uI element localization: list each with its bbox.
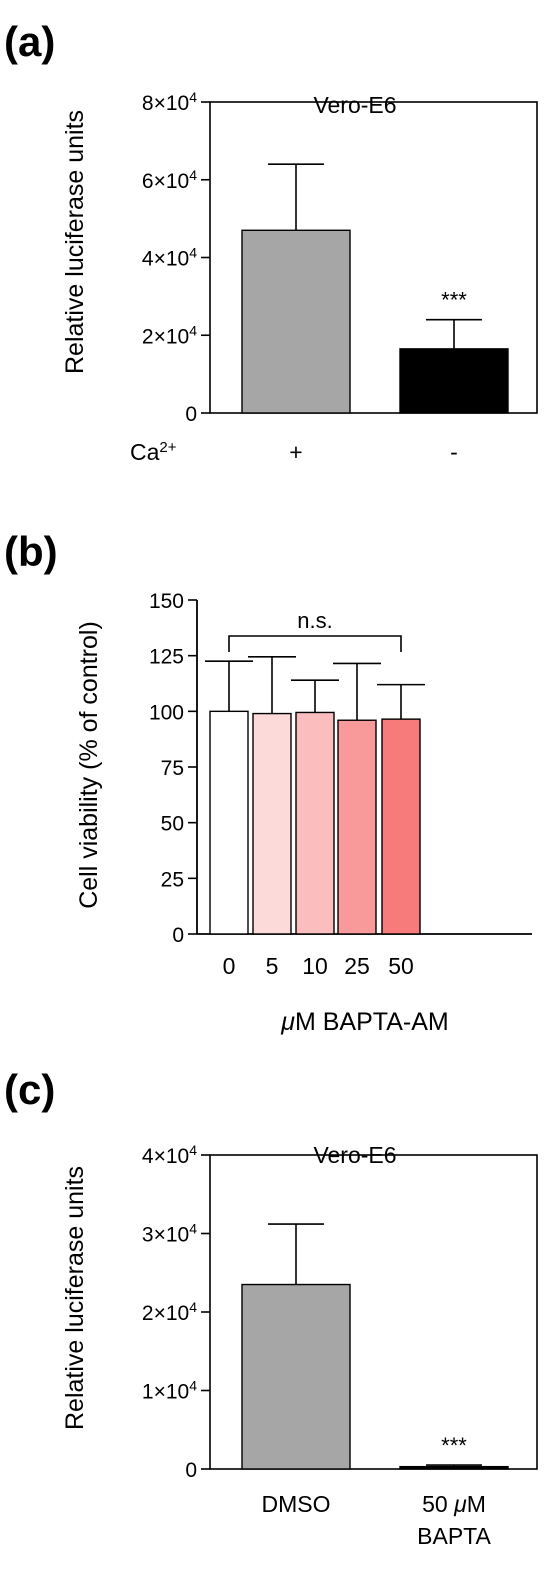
panel-b-plot: 0 25 50 75 100 125 150 0 5 10 25 50 n.s. xyxy=(149,590,532,979)
panel-b-bar xyxy=(381,718,421,935)
panel-b-x-axis-title: μM BAPTA-AM xyxy=(280,1008,448,1036)
panel-c-letter: (c) xyxy=(4,1066,55,1113)
panel-a-category-label: + xyxy=(289,439,302,465)
panel-b: (b) Cell viability (% of control) μM BAP… xyxy=(4,528,532,1036)
panel-b-y-tick-label: 75 xyxy=(161,757,184,780)
panel-a-y-tick-label: 6×104 xyxy=(142,167,197,193)
panel-b-y-tick-label: 0 xyxy=(172,924,184,947)
panel-b-category-label: 25 xyxy=(344,953,370,979)
panel-b-bar xyxy=(295,711,335,935)
panel-c-category-label: BAPTA xyxy=(417,1523,491,1549)
panel-c-category-label: 50 μM xyxy=(422,1491,486,1517)
panel-c-category-label: DMSO xyxy=(262,1491,331,1517)
panel-c-y-axis-title: Relative luciferase units xyxy=(61,1166,89,1430)
panel-b-bracket-label: n.s. xyxy=(297,608,332,633)
panel-b-letter: (b) xyxy=(4,528,58,575)
panel-b-y-tick-label: 150 xyxy=(149,590,184,613)
panel-b-category-label: 50 xyxy=(388,953,414,979)
panel-a-bar xyxy=(241,229,351,414)
panel-b-y-tick-label: 25 xyxy=(161,868,184,891)
panel-a-plot: 0 2×104 4×104 6×104 8×104 + *** - xyxy=(142,89,538,465)
panel-b-y-tick-label: 125 xyxy=(149,646,184,669)
panel-c-y-tick-label: 1×104 xyxy=(142,1378,197,1404)
panel-c-y-tick-label: 4×104 xyxy=(142,1142,197,1168)
panel-b-bar xyxy=(337,719,377,935)
panel-a-title: Vero-E6 xyxy=(313,92,396,118)
panel-a-significance-label: *** xyxy=(441,288,467,313)
panel-a: (a) Vero-E6 Relative luciferase units Ca… xyxy=(4,18,538,466)
panel-c-y-tick-label: 2×104 xyxy=(142,1299,197,1325)
panel-a-y-tick-label: 2×104 xyxy=(142,322,197,348)
panel-c-significance-label: *** xyxy=(441,1433,467,1458)
panel-c-plot: 0 1×104 2×104 3×104 4×104 DMSO *** 50 μM BAPTA xyxy=(142,1142,538,1549)
panel-a-bar xyxy=(399,348,509,414)
panel-b-category-label: 5 xyxy=(266,953,279,979)
panel-b-category-label: 0 xyxy=(223,953,236,979)
panel-c: (c) Vero-E6 Relative luciferase units 01… xyxy=(4,1066,538,1549)
panel-a-y-tick-label: 8×104 xyxy=(142,89,197,115)
panel-a-row-label: Ca2+ xyxy=(130,439,177,466)
panel-a-y-tick-label: 0 xyxy=(185,403,197,426)
panel-b-y-axis-title: Cell viability (% of control) xyxy=(75,621,103,909)
panel-b-y-tick-label: 50 xyxy=(161,813,184,836)
panel-c-y-tick-label: 0 xyxy=(185,1459,197,1482)
panel-a-category-label: - xyxy=(450,439,458,465)
panel-c-y-tick-label: 3×104 xyxy=(142,1221,197,1247)
panel-b-bar xyxy=(252,712,292,935)
panel-a-y-tick-label: 4×104 xyxy=(142,245,197,271)
panel-b-bar xyxy=(209,710,249,935)
panel-a-letter: (a) xyxy=(4,18,55,65)
panel-c-bar xyxy=(399,1465,509,1470)
panel-b-category-label: 10 xyxy=(302,953,328,979)
panel-b-y-tick-label: 100 xyxy=(149,701,184,724)
panel-a-y-axis-title: Relative luciferase units xyxy=(61,110,89,374)
panel-b-bracket xyxy=(228,635,402,652)
panel-c-bar xyxy=(241,1283,351,1470)
